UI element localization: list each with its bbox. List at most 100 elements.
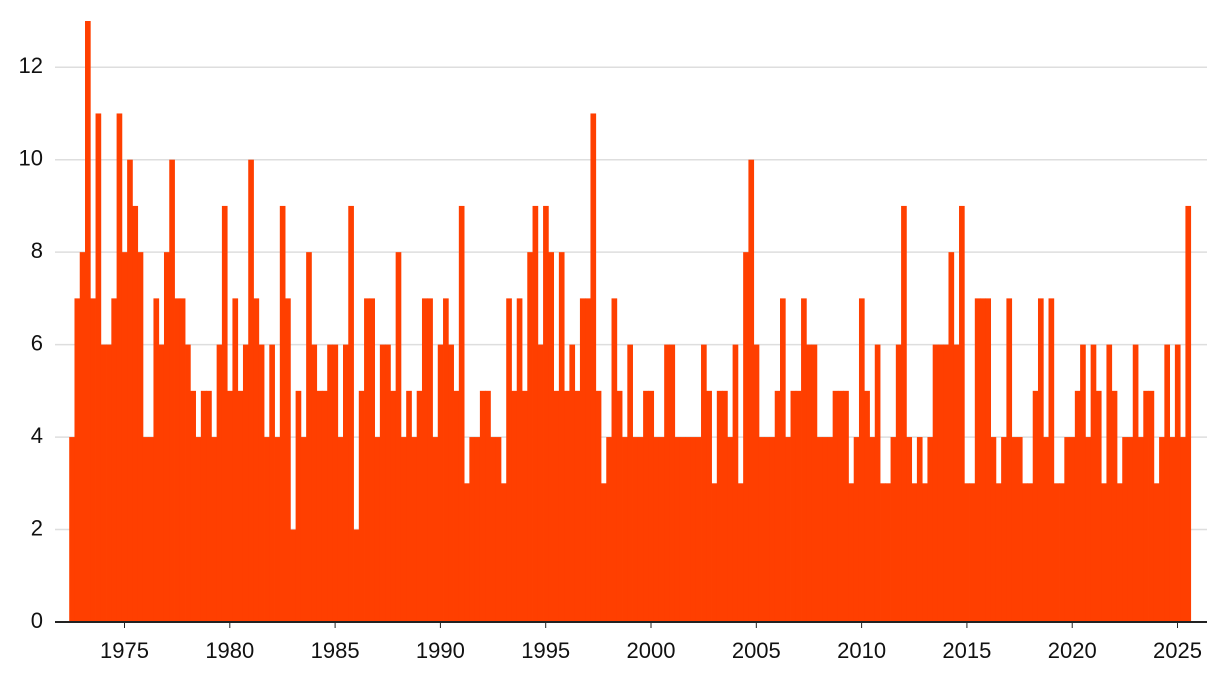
bar: [564, 390, 570, 622]
bar: [990, 437, 997, 622]
bar: [1001, 437, 1007, 622]
bar: [358, 390, 365, 622]
bar: [348, 205, 354, 622]
bar: [264, 437, 270, 622]
bar: [353, 529, 360, 622]
bar: [885, 483, 891, 622]
bar: [337, 437, 344, 622]
bar: [295, 390, 302, 622]
bar: [453, 390, 460, 622]
bar: [69, 437, 75, 622]
bar: [974, 298, 981, 622]
bar: [648, 390, 655, 622]
bar: [379, 344, 386, 622]
bar: [959, 205, 965, 622]
bar: [980, 298, 986, 622]
bar: [1037, 298, 1044, 622]
bar: [758, 437, 765, 622]
bar: [516, 298, 523, 622]
bar: [827, 437, 834, 622]
bar: [664, 344, 670, 622]
bar: [1111, 390, 1118, 622]
bar: [227, 390, 233, 622]
bar: [685, 437, 691, 622]
bar: [74, 298, 81, 622]
bar: [522, 390, 528, 622]
bar: [411, 437, 418, 622]
bar: [695, 437, 702, 622]
y-tick-label: 10: [19, 146, 43, 171]
bar: [769, 437, 776, 622]
bar: [85, 21, 91, 622]
bar: [953, 344, 960, 622]
bar: [858, 298, 865, 622]
bar: [443, 298, 449, 622]
bar: [132, 205, 139, 622]
bar: [553, 390, 560, 622]
bar: [279, 205, 286, 622]
bar: [232, 298, 239, 622]
bar: [179, 298, 186, 622]
bar: [1085, 437, 1092, 622]
bar: [1127, 437, 1134, 622]
bar: [185, 344, 191, 622]
bar: [1053, 483, 1060, 622]
bar: [890, 437, 897, 622]
bar: [311, 344, 318, 622]
bar: [395, 252, 402, 622]
y-tick-label: 6: [31, 330, 43, 355]
bar: [711, 483, 718, 622]
bar: [174, 298, 181, 622]
bar: [1032, 390, 1039, 622]
bar: [927, 437, 934, 622]
bar: [385, 344, 391, 622]
bar: [485, 390, 491, 622]
bar: [906, 437, 913, 622]
bar: [106, 344, 112, 622]
bar: [1095, 390, 1102, 622]
bar: [806, 344, 812, 622]
bar: [811, 344, 818, 622]
bar: [500, 483, 507, 622]
bar: [253, 298, 260, 622]
bar: [332, 344, 339, 622]
bar: [706, 390, 712, 622]
bar: [627, 344, 633, 622]
bar: [195, 437, 202, 622]
bar: [1106, 344, 1113, 622]
bar: [895, 344, 902, 622]
bar: [1132, 344, 1139, 622]
bar: [327, 344, 333, 622]
bar: [985, 298, 992, 622]
bar: [1148, 390, 1155, 622]
bar: [506, 298, 512, 622]
bar: [316, 390, 323, 622]
bar: [427, 298, 433, 622]
bar: [158, 344, 165, 622]
bar: [206, 390, 212, 622]
bar: [127, 159, 133, 622]
bar: [853, 437, 860, 622]
bar: [848, 483, 855, 622]
bar: [701, 344, 707, 622]
bar: [616, 390, 623, 622]
bar: [343, 344, 349, 622]
bar: [390, 390, 397, 622]
bar: [722, 390, 728, 622]
bar: [458, 205, 465, 622]
bar: [679, 437, 686, 622]
bar: [743, 252, 749, 622]
bar: [495, 437, 502, 622]
bar: [690, 437, 697, 622]
bar: [574, 390, 581, 622]
bar: [874, 344, 881, 622]
y-tick-label: 0: [31, 608, 43, 633]
bar: [901, 205, 907, 622]
y-tick-label: 2: [31, 515, 43, 540]
x-tick-label: 2000: [627, 638, 676, 663]
bar: [543, 205, 549, 622]
bar: [406, 390, 412, 622]
bar: [400, 437, 407, 622]
bar: [548, 252, 555, 622]
bar: [753, 344, 760, 622]
